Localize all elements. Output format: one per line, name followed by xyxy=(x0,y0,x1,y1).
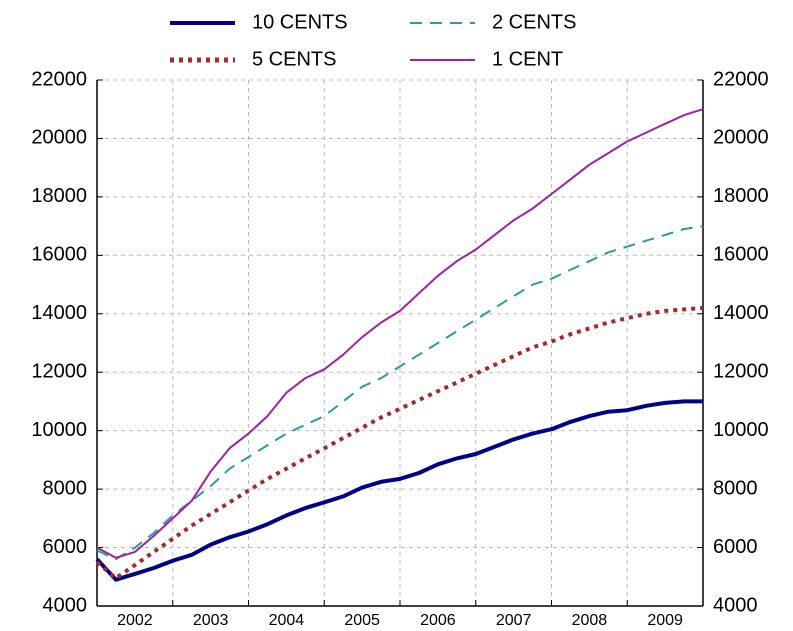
y-tick-label: 6000 xyxy=(43,536,88,558)
y2-tick-label: 12000 xyxy=(713,361,769,383)
series-line xyxy=(95,399,703,582)
x-tick-label: 2005 xyxy=(344,612,380,629)
legend-label: 1 CENT xyxy=(492,48,563,70)
y2-tick-label: 8000 xyxy=(713,477,758,499)
y2-tick-label: 6000 xyxy=(713,536,758,558)
y-tick-label: 8000 xyxy=(43,477,88,499)
y-tick-label: 16000 xyxy=(31,244,87,266)
legend-label: 5 CENTS xyxy=(252,48,336,70)
legend-label: 2 CENTS xyxy=(492,11,576,33)
series-line xyxy=(96,225,704,561)
y-tick-label: 4000 xyxy=(43,594,88,616)
y2-tick-label: 10000 xyxy=(713,419,769,441)
x-tick-label: 2009 xyxy=(647,612,683,629)
x-tick-label: 2008 xyxy=(572,612,608,629)
y2-tick-label: 14000 xyxy=(713,302,769,324)
y-tick-label: 14000 xyxy=(31,302,87,324)
y-tick-label: 20000 xyxy=(31,127,87,149)
y2-tick-label: 20000 xyxy=(713,127,769,149)
x-tick-label: 2006 xyxy=(420,612,456,629)
series-line xyxy=(96,108,704,559)
x-tick-label: 2004 xyxy=(269,612,305,629)
x-tick-label: 2002 xyxy=(117,612,153,629)
y2-tick-label: 4000 xyxy=(713,594,758,616)
y2-tick-label: 22000 xyxy=(713,68,769,90)
legend-label: 10 CENTS xyxy=(252,11,348,33)
x-tick-label: 2007 xyxy=(496,612,532,629)
y-tick-label: 22000 xyxy=(31,68,87,90)
y2-tick-label: 16000 xyxy=(713,244,769,266)
y-tick-label: 12000 xyxy=(31,361,87,383)
y-tick-label: 10000 xyxy=(31,419,87,441)
y2-tick-label: 18000 xyxy=(713,185,769,207)
x-tick-label: 2003 xyxy=(193,612,229,629)
y-tick-label: 18000 xyxy=(31,185,87,207)
